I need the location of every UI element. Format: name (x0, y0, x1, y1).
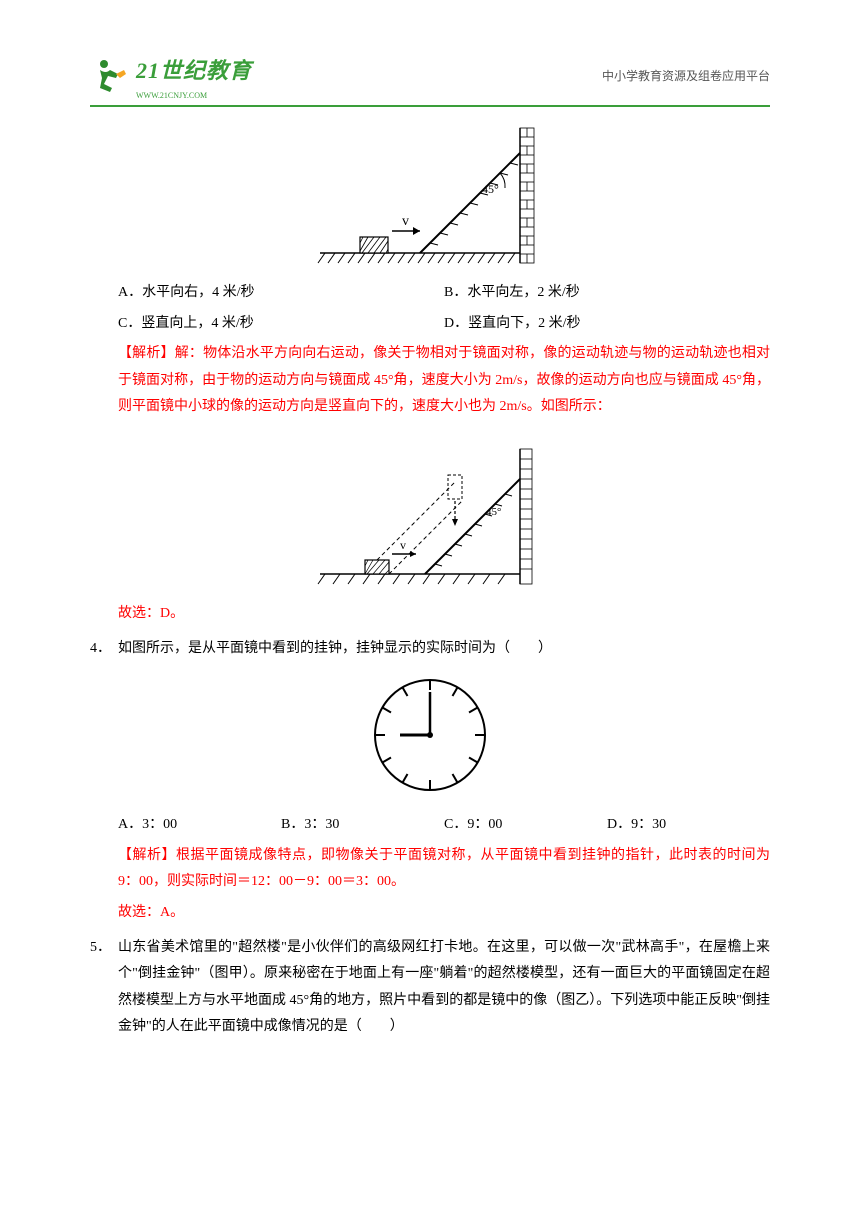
q4-analysis: 【解析】根据平面镜成像特点，即物像关于平面镜对称，从平面镜中看到挂钟的指针，此时… (118, 843, 770, 896)
q4-number: 4． (90, 636, 118, 663)
logo-icon (90, 56, 130, 96)
q3-answer: 故选：D。 (118, 601, 770, 628)
svg-text:v: v (400, 538, 406, 552)
question-5: 5． 山东省美术馆里的"超然楼"是小伙伴们的高级网红打卡地。在这里，可以做一次"… (90, 935, 770, 1041)
figure-clock (90, 670, 770, 800)
platform-label: 中小学教育资源及组卷应用平台 (602, 65, 770, 88)
logo-main-text: 21世纪教育 (136, 50, 252, 92)
q4-option-c: C．9：00 (444, 812, 607, 839)
q3-options-row-1: A．水平向右，4 米/秒 B．水平向左，2 米/秒 (118, 280, 770, 307)
q5-text: 山东省美术馆里的"超然楼"是小伙伴们的高级网红打卡地。在这里，可以做一次"武林高… (118, 935, 770, 1041)
mirror-diagram-2: v 45° (310, 429, 550, 589)
q4-option-a: A．3：00 (118, 812, 281, 839)
clock-diagram (365, 670, 495, 800)
svg-text:45°: 45° (486, 506, 501, 518)
option-d: D．竖直向下，2 米/秒 (444, 311, 770, 338)
figure-q3-solution: v 45° (90, 429, 770, 589)
question-4: 4． 如图所示，是从平面镜中看到的挂钟，挂钟显示的实际时间为（ ） (90, 636, 770, 663)
q4-answer: 故选：A。 (118, 900, 770, 927)
svg-text:45°: 45° (482, 182, 499, 196)
q4-option-d: D．9：30 (607, 812, 770, 839)
q4-text: 如图所示，是从平面镜中看到的挂钟，挂钟显示的实际时间为（ ） (118, 636, 770, 663)
page-header: 21世纪教育 WWW.21CNJY.COM 中小学教育资源及组卷应用平台 (90, 50, 770, 107)
option-c: C．竖直向上，4 米/秒 (118, 311, 444, 338)
q3-options-row-2: C．竖直向上，4 米/秒 D．竖直向下，2 米/秒 (118, 311, 770, 338)
svg-text:v: v (402, 214, 409, 229)
q5-number: 5． (90, 935, 118, 1041)
option-b: B．水平向左，2 米/秒 (444, 280, 770, 307)
logo: 21世纪教育 WWW.21CNJY.COM (90, 50, 252, 103)
figure-q3-original: v 45° (90, 123, 770, 268)
q3-analysis: 【解析】解：物体沿水平方向向右运动，像关于物相对于镜面对称，像的运动轨迹与物的运… (118, 341, 770, 421)
q4-option-b: B．3：30 (281, 812, 444, 839)
mirror-diagram-1: v 45° (310, 123, 550, 268)
option-a: A．水平向右，4 米/秒 (118, 280, 444, 307)
q4-options: A．3：00 B．3：30 C．9：00 D．9：30 (118, 812, 770, 839)
page-content: v 45° A．水平向右，4 米/秒 B．水平向左，2 米/秒 C．竖直向上，4… (90, 115, 770, 1041)
